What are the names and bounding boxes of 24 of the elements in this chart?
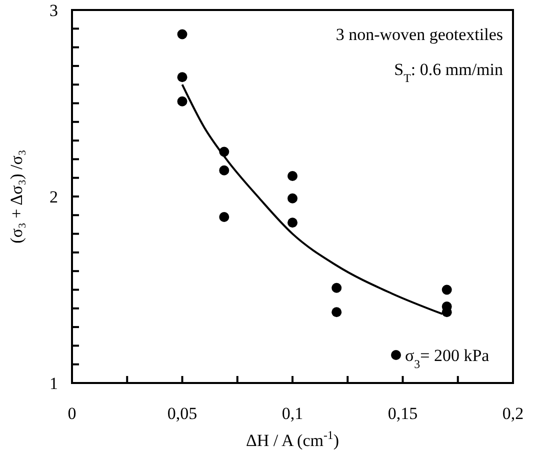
x-tick-label: 0,05 (167, 404, 198, 423)
y-tick-label: 3 (50, 0, 58, 20)
point (332, 307, 342, 318)
point (177, 96, 188, 106)
y-axis-title: (σ₃ + Δσ₃) /σ₃ (7, 150, 26, 244)
x-axis-title: ΔH / A (cm$^{-1}$) (246, 428, 340, 450)
x-tick-label: 0,15 (388, 404, 418, 423)
point (288, 170, 298, 181)
point (177, 72, 188, 82)
point (219, 165, 230, 176)
y-tick-label: 2 (50, 187, 58, 206)
point (177, 29, 188, 40)
legend-label: σ$_{3}$= 200 kPa (405, 346, 490, 371)
point (288, 193, 298, 204)
point (442, 284, 452, 295)
x-tick-label: 0 (68, 404, 76, 423)
x-tick-label: 0,2 (502, 404, 524, 423)
annotation: S$_{T}$: 0.6 mm/min (394, 60, 504, 85)
point (288, 218, 298, 228)
x-tick-label: 0,1 (282, 404, 304, 423)
point (332, 282, 342, 293)
annotation: 3 non-woven geotextiles (336, 25, 503, 44)
y-tick-label: 1 (50, 374, 58, 393)
point (219, 212, 230, 222)
